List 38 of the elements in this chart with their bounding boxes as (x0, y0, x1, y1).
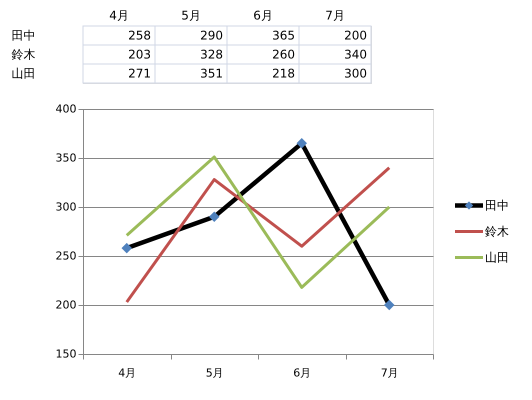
data-label: 218 (272, 66, 295, 80)
y-tick-label: 200 (56, 298, 76, 312)
line-series (125, 156, 391, 289)
data-label: 200 (344, 28, 367, 42)
point (384, 300, 394, 310)
data-label: 203 (128, 48, 151, 62)
x-tick-label: 4月 (118, 366, 136, 380)
data-label: 271 (128, 66, 151, 80)
y-tick-label: 鈴木 (12, 48, 36, 62)
data-label: 258 (128, 28, 151, 42)
y-tick-label: 400 (56, 102, 76, 116)
data-label: 290 (200, 28, 223, 42)
y-tick-label: 250 (56, 250, 76, 262)
legend-label: 山田 (485, 250, 509, 264)
data-label: 365 (272, 28, 295, 42)
x-tick-label: 7月 (380, 366, 399, 380)
y-tick-label: 田中 (12, 28, 36, 42)
x-tick-label: 5月 (181, 8, 201, 22)
x-tick-label: 6月 (253, 8, 273, 22)
point (296, 138, 307, 149)
data-label: 300 (344, 66, 367, 80)
y-tick-label: 150 (56, 348, 76, 360)
point (122, 242, 132, 254)
data-label: 351 (200, 66, 223, 80)
point (209, 212, 220, 222)
x-tick-label: 6月 (293, 366, 312, 380)
x-tick-label: 4月 (109, 8, 129, 22)
x-tick-label: 5月 (206, 366, 224, 380)
y-tick-label: 山田 (12, 66, 36, 80)
line-series (125, 166, 391, 304)
y-tick-label: 300 (56, 200, 76, 214)
legend-label: 鈴木 (485, 224, 509, 238)
legend-label: 田中 (485, 198, 509, 212)
data-label: 260 (272, 48, 295, 62)
x-tick-label: 7月 (325, 8, 345, 22)
data-label: 340 (344, 48, 367, 62)
y-tick-label: 350 (56, 152, 76, 164)
data-label: 328 (200, 48, 223, 62)
